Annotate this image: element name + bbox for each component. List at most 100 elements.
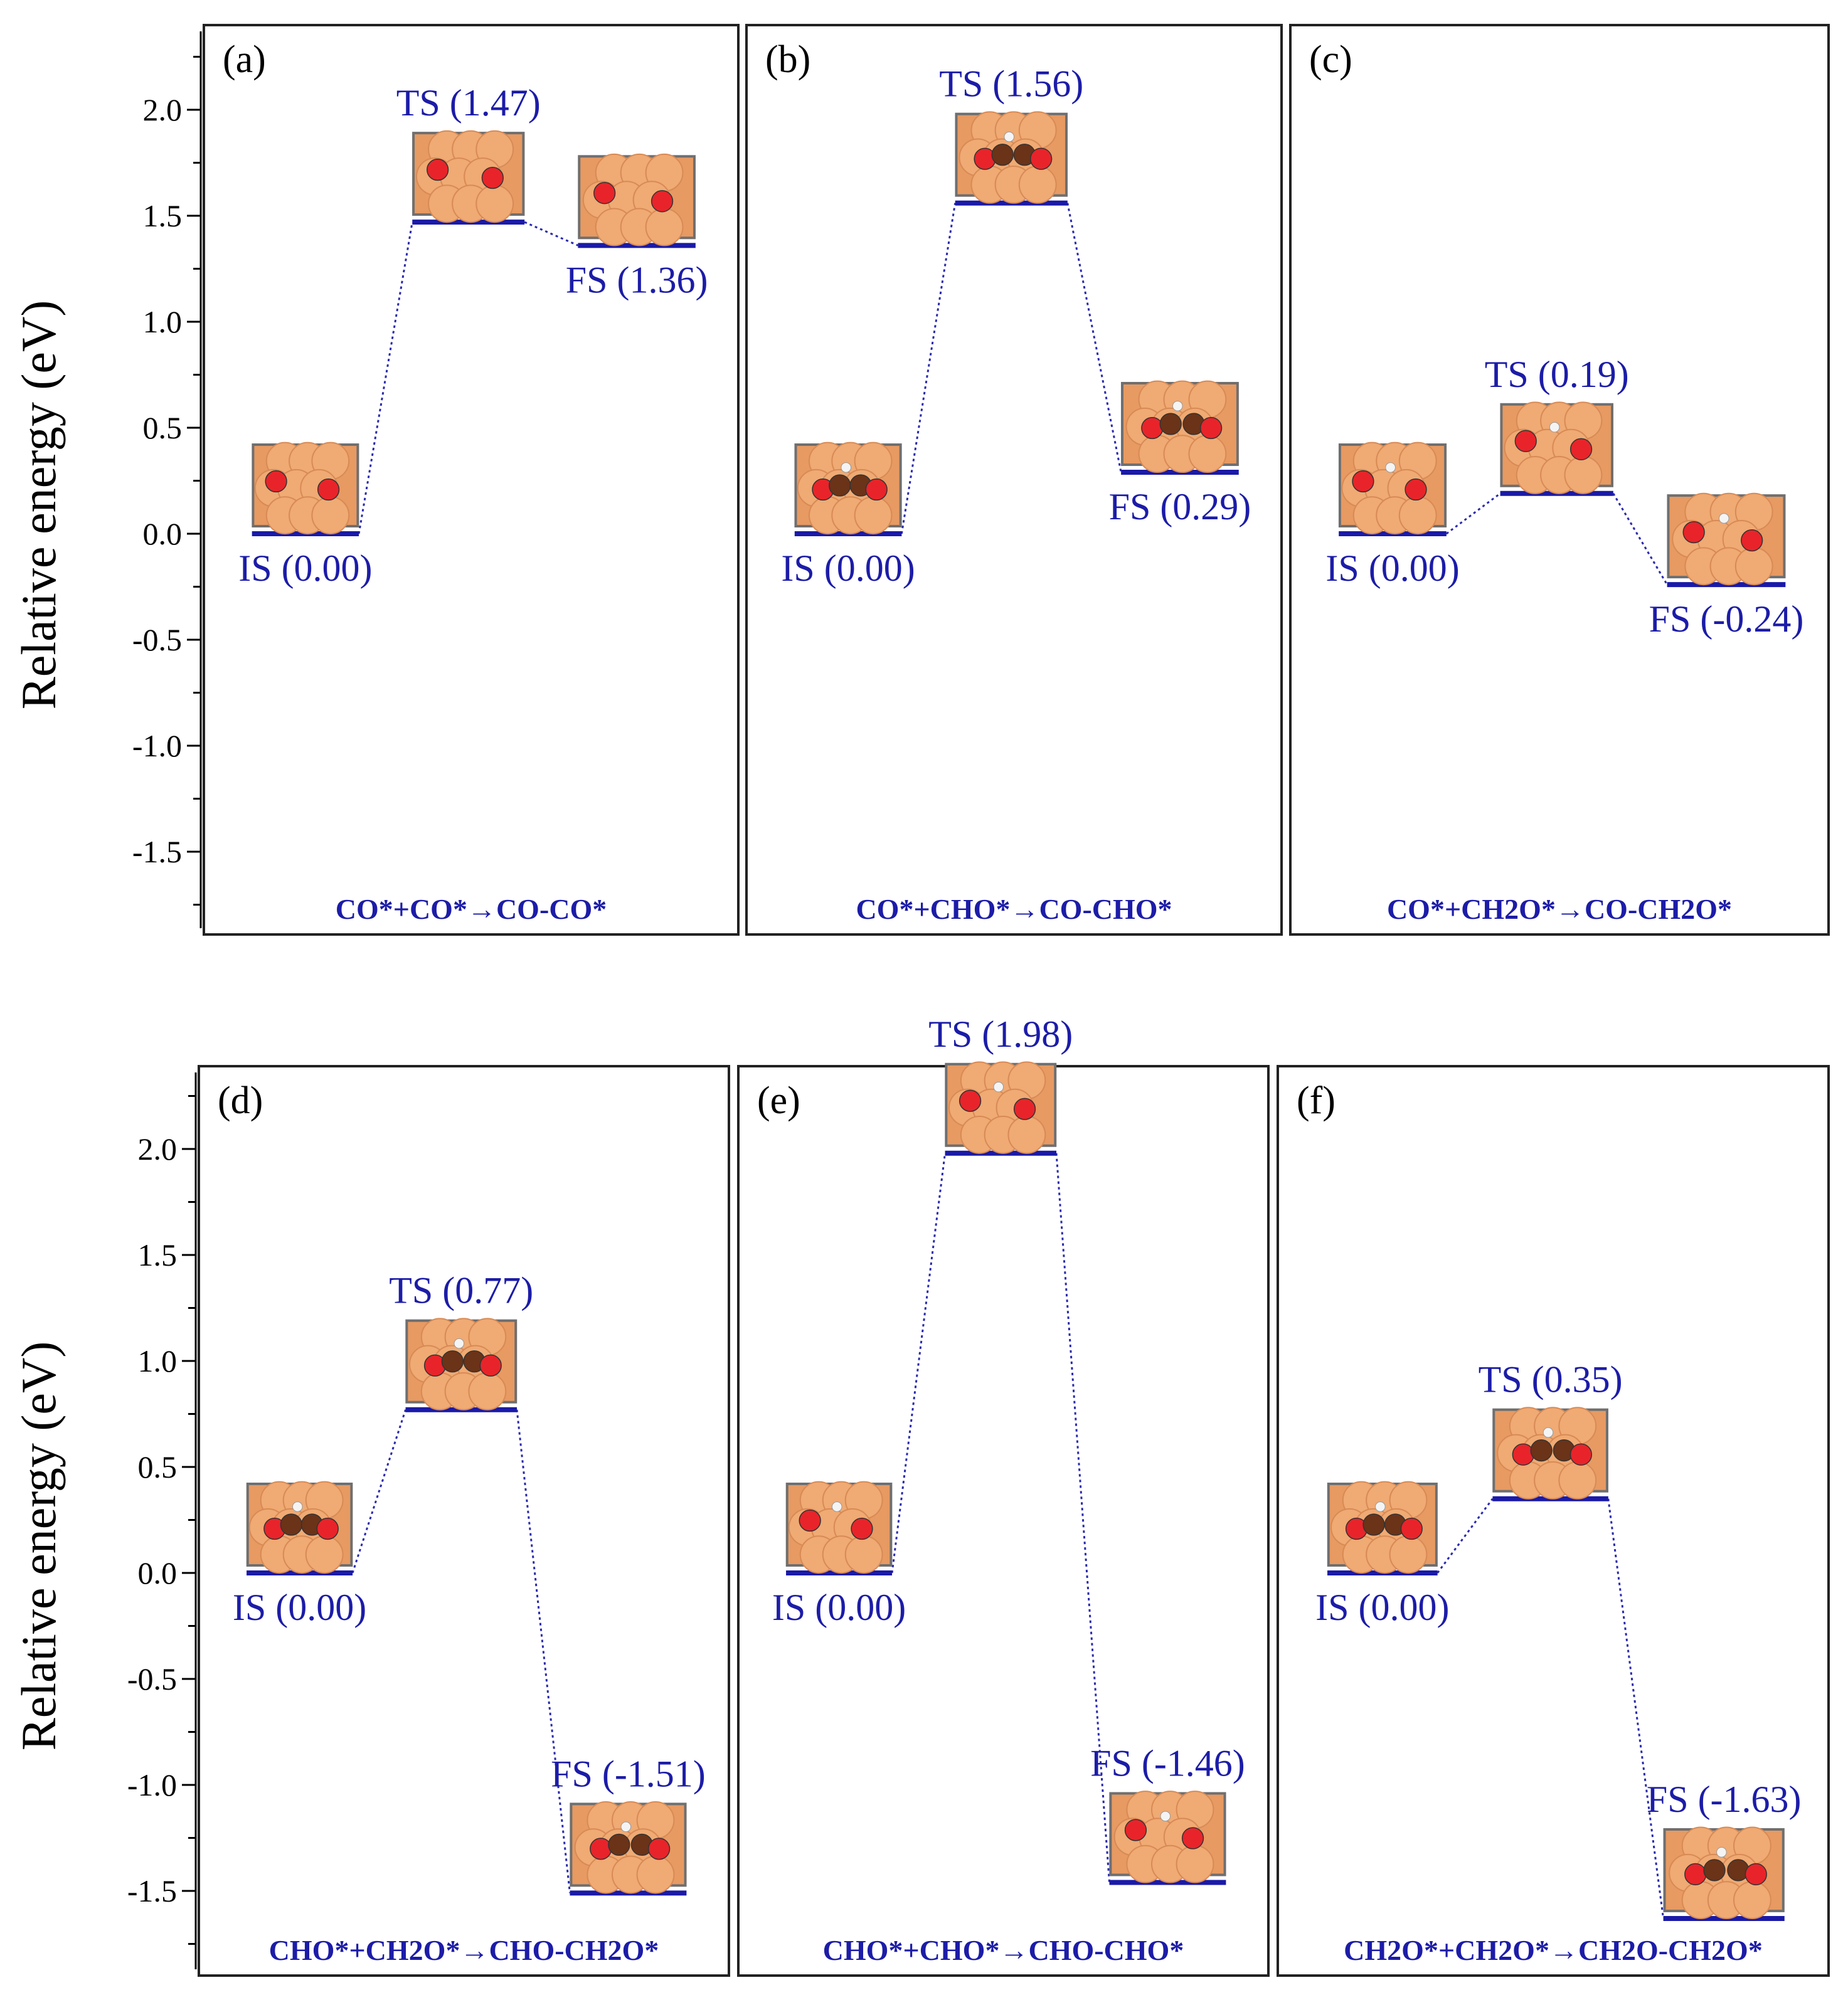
hydrogen-atom xyxy=(1543,1427,1554,1438)
oxygen-atom xyxy=(479,1354,502,1377)
copper-atom xyxy=(468,1372,507,1410)
panel-frame xyxy=(745,24,1283,936)
adsorbate-slab-image xyxy=(1109,1791,1226,1883)
oxygen-atom xyxy=(1569,438,1593,460)
oxygen-atom xyxy=(1741,529,1763,552)
connector-line xyxy=(516,1409,571,1893)
copper-atom xyxy=(1018,165,1057,204)
hydrogen-atom xyxy=(841,462,852,473)
oxygen-atom xyxy=(1199,416,1223,440)
state-label-ts: TS (0.77) xyxy=(389,1270,533,1311)
oxygen-atom xyxy=(799,1509,821,1532)
copper-atom xyxy=(1564,456,1603,494)
state-label-is: IS (0.00) xyxy=(238,548,372,589)
oxygen-atom xyxy=(1124,1819,1147,1841)
panel-e: (e) IS (0.00) TS (1.98) FS (-1.46) CHO*+CHO*… xyxy=(737,1014,1270,1977)
oxygen-atom xyxy=(593,182,616,204)
oxygen-atom xyxy=(426,158,449,181)
oxygen-atom xyxy=(1181,1827,1204,1850)
hydrogen-atom xyxy=(292,1501,303,1512)
oxygen-atom xyxy=(1684,1863,1707,1886)
y-tick-label: 0.0 xyxy=(143,516,183,551)
carbon-atom xyxy=(1703,1859,1726,1882)
state-label-fs: FS (1.36) xyxy=(566,259,708,300)
y-tick-label: 0.5 xyxy=(143,410,183,445)
panel-frame xyxy=(198,1065,730,1977)
reaction-label: CO*+CO*→CO-CO* xyxy=(336,893,607,925)
y-tick-label: 1.0 xyxy=(143,304,183,339)
adsorbate-slab-image xyxy=(1120,380,1239,474)
oxygen-atom xyxy=(959,1089,982,1112)
y-tick-label: -0.5 xyxy=(132,622,182,657)
panel-d: (d) IS (0.00) TS (0.77) FS (-1.51) CHO*+CH2O… xyxy=(198,1065,730,1977)
copper-atom xyxy=(1007,1116,1046,1154)
connector-line xyxy=(900,203,957,534)
reaction-label: CO*+CH2O*→CO-CH2O* xyxy=(1387,893,1732,925)
y-tick-label: 1.5 xyxy=(143,198,183,233)
hydrogen-atom xyxy=(1385,462,1396,473)
state-label-ts: TS (1.98) xyxy=(928,1014,1073,1055)
adsorbate-slab-image xyxy=(955,111,1068,204)
state-label-is: IS (0.00) xyxy=(1315,1587,1449,1628)
copper-atom xyxy=(844,1535,883,1574)
oxygen-atom xyxy=(647,1838,671,1860)
oxygen-atom xyxy=(865,478,888,501)
oxygen-atom xyxy=(265,470,287,493)
adsorbate-slab-image xyxy=(1492,1407,1608,1500)
oxygen-atom xyxy=(1029,147,1053,170)
y-tick-label: -1.5 xyxy=(132,834,182,869)
hydrogen-atom xyxy=(454,1338,465,1349)
copper-atom xyxy=(854,496,893,535)
y-tick-label: 1.5 xyxy=(138,1237,178,1273)
connector-line xyxy=(358,221,413,534)
state-label-is: IS (0.00) xyxy=(1325,548,1459,589)
carbon-atom xyxy=(441,1350,464,1373)
oxygen-atom xyxy=(1013,1098,1036,1120)
adsorbate-slab-image xyxy=(1663,1826,1785,1920)
oxygen-atom xyxy=(1512,1443,1534,1466)
adsorbate-slab-image xyxy=(1667,492,1786,586)
oxygen-atom xyxy=(481,166,504,189)
oxygen-atom xyxy=(1405,478,1427,501)
connector-line xyxy=(1612,493,1668,585)
copper-atom xyxy=(475,184,514,223)
panel-label: (e) xyxy=(757,1079,800,1122)
copper-atom xyxy=(1176,1844,1214,1883)
panel-label: (a) xyxy=(223,38,266,81)
copper-atom xyxy=(636,1855,675,1894)
oxygen-atom xyxy=(851,1517,873,1540)
state-label-fs: FS (-0.24) xyxy=(1649,598,1804,640)
connector-line xyxy=(1607,1498,1665,1919)
hydrogen-atom xyxy=(1718,513,1729,524)
adsorbate-slab-image xyxy=(794,442,902,535)
panel-c: (c) IS (0.00) TS (0.19) FS (-0.24) CO*+CH2O*… xyxy=(1289,24,1830,936)
connector-line xyxy=(1436,1498,1494,1574)
oxygen-atom xyxy=(1569,1443,1593,1466)
adsorbate-slab-image xyxy=(252,442,359,535)
adsorbate-slab-image xyxy=(570,1801,687,1894)
reaction-label: CH2O*+CH2O*→CH2O-CH2O* xyxy=(1344,1934,1763,1966)
carbon-atom xyxy=(991,144,1014,166)
connector-line xyxy=(1445,492,1501,535)
panel-label: (c) xyxy=(1309,38,1352,81)
oxygen-atom xyxy=(1141,416,1164,440)
carbon-atom xyxy=(1530,1439,1553,1462)
y-axis-title: Relative energy (eV) xyxy=(11,300,66,710)
panel-label: (f) xyxy=(1297,1079,1336,1122)
adsorbate-slab-image xyxy=(1338,442,1447,535)
state-label-ts: TS (1.47) xyxy=(396,82,541,124)
y-tick-label: -1.0 xyxy=(132,728,182,763)
adsorbate-slab-image xyxy=(945,1061,1057,1154)
copper-atom xyxy=(1188,435,1227,474)
copper-atom xyxy=(1398,496,1437,535)
oxygen-atom xyxy=(590,1838,612,1860)
panel-f: (f) IS (0.00) TS (0.35) FS (-1.63) CH2O*+CH2… xyxy=(1277,1065,1830,1977)
y-axis-row-1: -1.5 -1.0 -0.5 0.0 0.5 1.0 1.5 2.0 Relative ener… xyxy=(11,31,202,928)
reaction-label: CHO*+CH2O*→CHO-CH2O* xyxy=(269,1934,659,1966)
state-label-is: IS (0.00) xyxy=(781,548,915,589)
connector-line xyxy=(891,1153,947,1574)
y-tick-label: 2.0 xyxy=(143,92,183,127)
y-axis-row-2: -1.5 -1.0 -0.5 0.0 0.5 1.0 1.5 2.0 Relative ener… xyxy=(11,1072,197,1969)
reaction-label: CO*+CHO*→CO-CHO* xyxy=(856,893,1172,925)
adsorbate-slab-image xyxy=(405,1318,518,1410)
